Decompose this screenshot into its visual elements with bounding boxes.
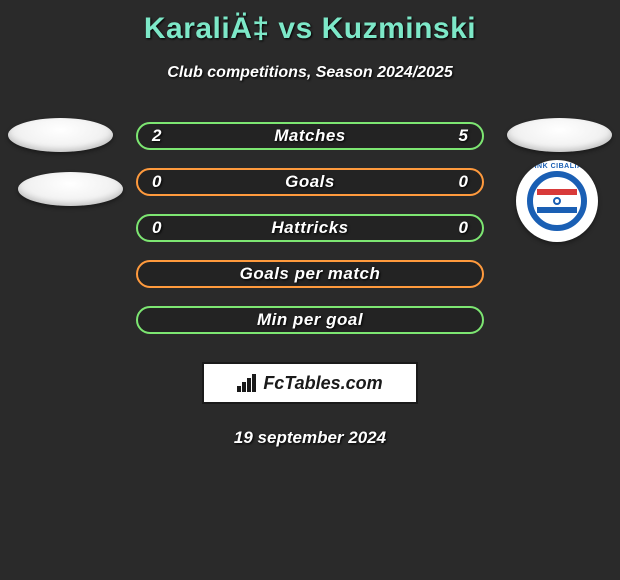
stat-value-right: 5 bbox=[459, 126, 468, 146]
stat-row: Min per goal bbox=[136, 306, 484, 334]
stat-row: 2Matches5 bbox=[136, 122, 484, 150]
player-left-badge-2 bbox=[18, 172, 123, 206]
player-right-badge-1 bbox=[507, 118, 612, 152]
brand-link[interactable]: FcTables.com bbox=[202, 362, 418, 404]
brand-text: FcTables.com bbox=[263, 373, 382, 394]
stat-label: Matches bbox=[138, 126, 482, 146]
page-subtitle: Club competitions, Season 2024/2025 bbox=[0, 64, 620, 82]
club-crest-icon bbox=[527, 171, 587, 231]
player-left-badge-1 bbox=[8, 118, 113, 152]
stat-label: Goals per match bbox=[138, 264, 482, 284]
page-title: KaraliÄ‡ vs Kuzminski bbox=[0, 12, 620, 46]
stat-rows: 2Matches50Goals00Hattricks0Goals per mat… bbox=[136, 122, 484, 334]
crest-text: HNK CIBALIA bbox=[516, 163, 598, 170]
comparison-card: KaraliÄ‡ vs Kuzminski Club competitions,… bbox=[0, 0, 620, 448]
date-text: 19 september 2024 bbox=[0, 428, 620, 448]
stat-row: 0Hattricks0 bbox=[136, 214, 484, 242]
stats-section: HNK CIBALIA 2Matches50Goals00Hattricks0G… bbox=[0, 122, 620, 334]
bar-chart-icon bbox=[237, 374, 257, 392]
player-right-club-crest: HNK CIBALIA bbox=[516, 160, 598, 242]
stat-label: Min per goal bbox=[138, 310, 482, 330]
stat-label: Goals bbox=[138, 172, 482, 192]
stat-row: 0Goals0 bbox=[136, 168, 484, 196]
stat-value-right: 0 bbox=[459, 218, 468, 238]
stat-row: Goals per match bbox=[136, 260, 484, 288]
stat-value-right: 0 bbox=[459, 172, 468, 192]
stat-label: Hattricks bbox=[138, 218, 482, 238]
